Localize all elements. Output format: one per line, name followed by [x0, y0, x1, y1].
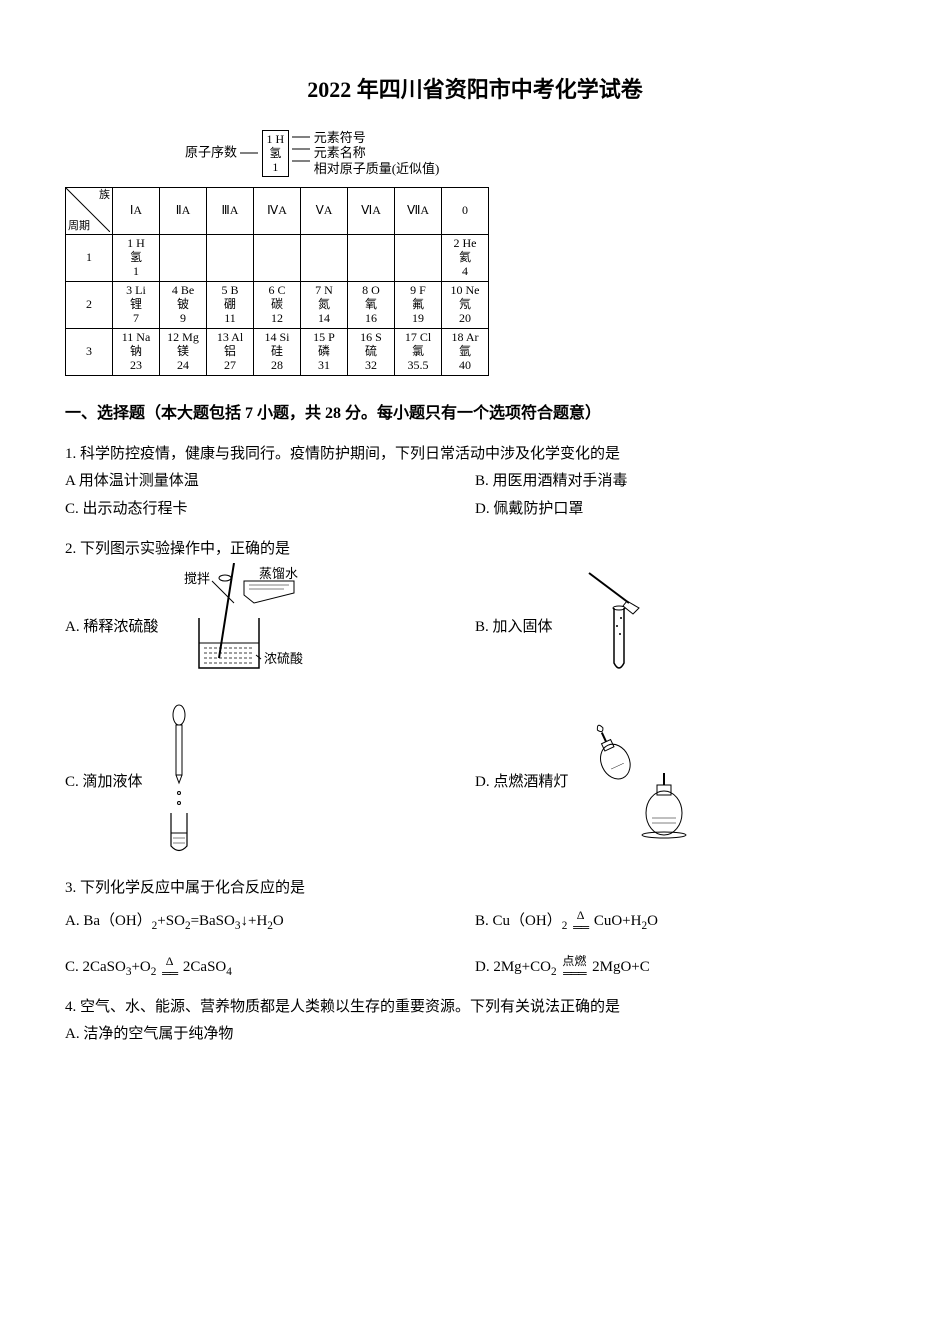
element-cell: 3 Li锂7 — [113, 281, 160, 328]
legend-name-label: 元素名称 — [314, 145, 366, 160]
q2-option-d: D. 点燃酒精灯 — [475, 769, 568, 796]
element-cell: 5 B硼11 — [207, 281, 254, 328]
legend-box-bot: 1 — [272, 160, 278, 174]
group-header: ⅥA — [348, 187, 395, 234]
element-cell: 17 Cl氯35.5 — [395, 328, 442, 375]
element-cell: 6 C碳12 — [254, 281, 301, 328]
q1-stem: 1. 科学防控疫情，健康与我同行。疫情防护期间，下列日常活动中涉及化学变化的是 — [65, 441, 885, 468]
element-cell: 9 F氟19 — [395, 281, 442, 328]
dilute-acid-diagram: 搅拌 蒸馏水 — [164, 563, 314, 693]
legend-mass-label: 相对原子质量(近似值) — [314, 161, 440, 176]
q3-option-d: D. 2Mg+CO2 点燃═══ 2MgO+C — [475, 954, 885, 982]
period-header: 1 — [66, 234, 113, 281]
legend-symbol-label: 元素符号 — [314, 130, 366, 145]
legend-atomic-number: 原子序数 — [185, 144, 237, 159]
group-header: ⅣA — [254, 187, 301, 234]
question-2: 2. 下列图示实验操作中，正确的是 A. 稀释浓硫酸 搅拌 蒸馏水 — [65, 536, 885, 863]
q3-option-b: B. Cu（OH）2 Δ══ CuO+H2O — [475, 908, 885, 936]
q1-option-d: D. 佩戴防护口罩 — [475, 496, 885, 524]
group-header: ⅦA — [395, 187, 442, 234]
q2-stem: 2. 下列图示实验操作中，正确的是 — [65, 536, 885, 563]
section-1-title: 一、选择题（本大题包括 7 小题，共 28 分。每小题只有一个选项符合题意） — [65, 400, 885, 429]
group-header: ⅠA — [113, 187, 160, 234]
element-cell: 8 O氧16 — [348, 281, 395, 328]
element-cell: 12 Mg镁24 — [160, 328, 207, 375]
question-1: 1. 科学防控疫情，健康与我同行。疫情防护期间，下列日常活动中涉及化学变化的是 … — [65, 441, 885, 524]
q1-option-b: B. 用医用酒精对手消毒 — [475, 468, 885, 496]
q3-option-a: A. Ba（OH）2+SO2=BaSO3↓+H2O — [65, 908, 475, 936]
element-cell: 14 Si硅28 — [254, 328, 301, 375]
q2-option-b: B. 加入固体 — [475, 614, 553, 641]
element-cell: 2 He氦4 — [442, 234, 489, 281]
periodic-corner: 族 周期 — [66, 187, 113, 234]
q4-stem: 4. 空气、水、能源、营养物质都是人类赖以生存的重要资源。下列有关说法正确的是 — [65, 994, 885, 1021]
q2-option-a: A. 稀释浓硫酸 — [65, 614, 158, 641]
group-header: ⅢA — [207, 187, 254, 234]
corner-group-label: 族 — [99, 189, 110, 202]
element-cell: 13 Al铝27 — [207, 328, 254, 375]
svg-text:蒸馏水: 蒸馏水 — [259, 566, 298, 581]
group-header: ⅡA — [160, 187, 207, 234]
corner-period-label: 周期 — [68, 220, 90, 233]
q3-option-c: C. 2CaSO3+O2 Δ══ 2CaSO4 — [65, 954, 475, 982]
add-liquid-diagram — [149, 703, 209, 863]
q3-stem: 3. 下列化学反应中属于化合反应的是 — [65, 875, 885, 902]
question-3: 3. 下列化学反应中属于化合反应的是 A. Ba（OH）2+SO2=BaSO3↓… — [65, 875, 885, 983]
legend-box-top: 1 H — [267, 132, 285, 146]
light-lamp-diagram — [574, 713, 704, 853]
question-4: 4. 空气、水、能源、营养物质都是人类赖以生存的重要资源。下列有关说法正确的是 … — [65, 994, 885, 1048]
period-header: 2 — [66, 281, 113, 328]
element-cell: 18 Ar氩40 — [442, 328, 489, 375]
page-title: 2022 年四川省资阳市中考化学试卷 — [65, 70, 885, 110]
legend-element-box: 1 H 氢 1 — [262, 130, 290, 177]
group-header: 0 — [442, 187, 489, 234]
svg-text:浓硫酸: 浓硫酸 — [264, 651, 303, 666]
add-solid-diagram — [559, 568, 679, 688]
svg-text:搅拌: 搅拌 — [184, 571, 210, 586]
legend-box-mid: 氢 — [269, 146, 281, 160]
element-cell: 4 Be铍9 — [160, 281, 207, 328]
periodic-table: 族 周期 ⅠA ⅡA ⅢA ⅣA ⅤA ⅥA ⅦA 0 1 1 H氢1 2 He… — [65, 187, 489, 376]
element-cell: 11 Na钠23 — [113, 328, 160, 375]
element-cell: 7 N氮14 — [301, 281, 348, 328]
period-header: 3 — [66, 328, 113, 375]
periodic-legend: 原子序数 1 H 氢 1 元素符号 元素名称 相对原子质量(近似值) — [185, 130, 885, 177]
group-header: ⅤA — [301, 187, 348, 234]
element-cell: 15 P磷31 — [301, 328, 348, 375]
q1-option-a: A 用体温计测量体温 — [65, 468, 475, 496]
q4-option-a: A. 洁净的空气属于纯净物 — [65, 1021, 885, 1048]
q2-option-c: C. 滴加液体 — [65, 769, 143, 796]
element-cell: 16 S硫32 — [348, 328, 395, 375]
element-cell: 10 Ne氖20 — [442, 281, 489, 328]
element-cell: 1 H氢1 — [113, 234, 160, 281]
q1-option-c: C. 出示动态行程卡 — [65, 496, 475, 524]
